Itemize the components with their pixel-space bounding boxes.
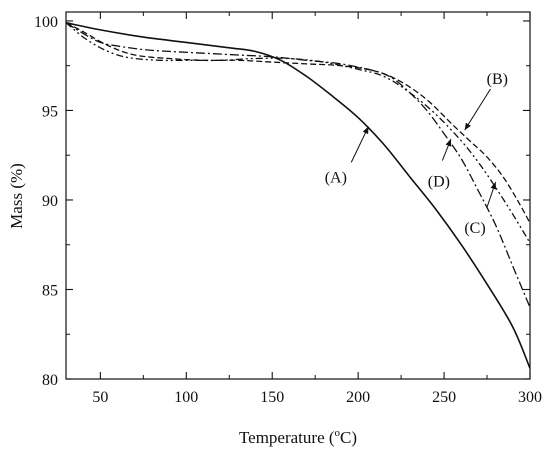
series-line-d [65,22,531,244]
y-axis-title: Mass (%) [7,163,26,229]
x-tick-label: 300 [518,389,542,406]
y-tick-label: 95 [42,103,58,120]
series-line-c [65,22,531,308]
x-axis-title-sup: o [335,427,341,439]
series-line-b [65,22,531,224]
y-tick-label: 85 [42,282,58,299]
annotation-arrow [486,181,497,208]
x-axis-title-tail: C) [340,428,357,447]
y-tick-label: 90 [42,193,58,210]
annotation-arrow [441,138,452,161]
y-tick-label: 100 [34,14,58,31]
annotation-arrow [464,88,491,131]
x-axis-title-main: Temperature ( [239,428,335,447]
y-tick-label: 80 [42,372,58,389]
x-tick-label: 100 [174,389,198,406]
curve-label: (C) [464,220,485,237]
x-tick-label: 250 [432,389,456,406]
plot-frame [65,11,531,380]
curve-label: (B) [487,71,508,88]
x-tick-label: 50 [92,389,108,406]
data-curves [65,21,531,369]
curve-annotations: (A) (B) (C) (D) [325,71,508,237]
x-tick-label: 150 [260,389,284,406]
curve-label: (A) [325,170,347,187]
axis-ticks [66,12,531,380]
curve-label: (D) [428,173,450,190]
series-line-a [65,21,531,369]
x-axis-title: Temperature (oC) [239,427,357,447]
axis-tick-labels: 50 100 150 200 250 300 80 85 90 95 100 [34,14,542,406]
annotation-arrow [350,126,369,163]
grid-frame [65,11,531,380]
x-tick-label: 200 [346,389,370,406]
